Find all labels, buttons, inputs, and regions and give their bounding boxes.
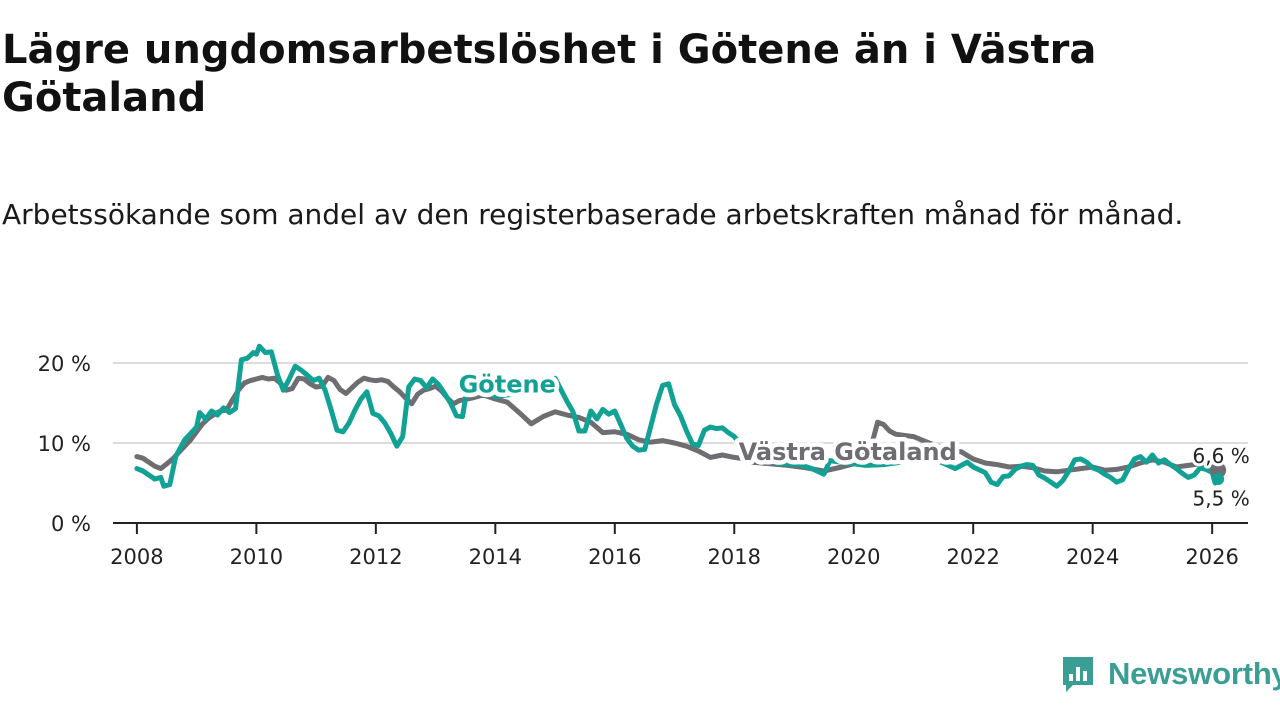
y-tick-label: 0 % [51,512,91,536]
vastra-gotaland-line [134,374,1221,475]
chart-title: Lägre ungdomsarbetslöshet i Götene än i … [2,27,1097,121]
x-axis: 2008 2010 2012 2014 2016 2018 2020 2022 2024 2026 [110,522,1248,569]
x-tick-label: 2008 [110,545,163,569]
gotene-end-dot [1212,473,1225,485]
gotene-end-label: 5,5 % [1193,486,1250,510]
chart-subtitle: Arbetssökande som andel av den registerb… [2,198,1184,231]
series-lines [134,343,1227,489]
x-tick-label: 2020 [827,545,880,569]
x-tick-label: 2016 [588,545,641,569]
x-tick-label: 2012 [349,545,402,569]
y-tick-label: 20 % [38,352,91,376]
gotene-series-label: Götene [459,371,556,399]
vastra-gotaland-end-dot [1210,462,1227,479]
series-labels: Götene Västra Götaland 6,6 % 5,5 % [454,366,1253,513]
y-tick-label: 10 % [38,432,91,456]
x-tick-label: 2014 [469,545,522,569]
x-tick-label: 2026 [1185,545,1238,569]
x-tick-label: 2018 [708,545,761,569]
chart-bubble-icon [1063,657,1093,692]
vastra-gotaland-series-label: Västra Götaland [739,438,957,466]
vastra-gotaland-end-label: 6,6 % [1193,444,1250,468]
logo-text: Newsworthy [1108,656,1280,691]
x-tick-label: 2024 [1066,545,1119,569]
x-tick-label: 2022 [946,545,999,569]
x-tick-label: 2010 [230,545,283,569]
newsworthy-logo: Newsworthy [1060,654,1280,694]
gotene-line [134,343,1221,489]
gridlines: 0 % 10 % 20 % [38,352,1248,536]
